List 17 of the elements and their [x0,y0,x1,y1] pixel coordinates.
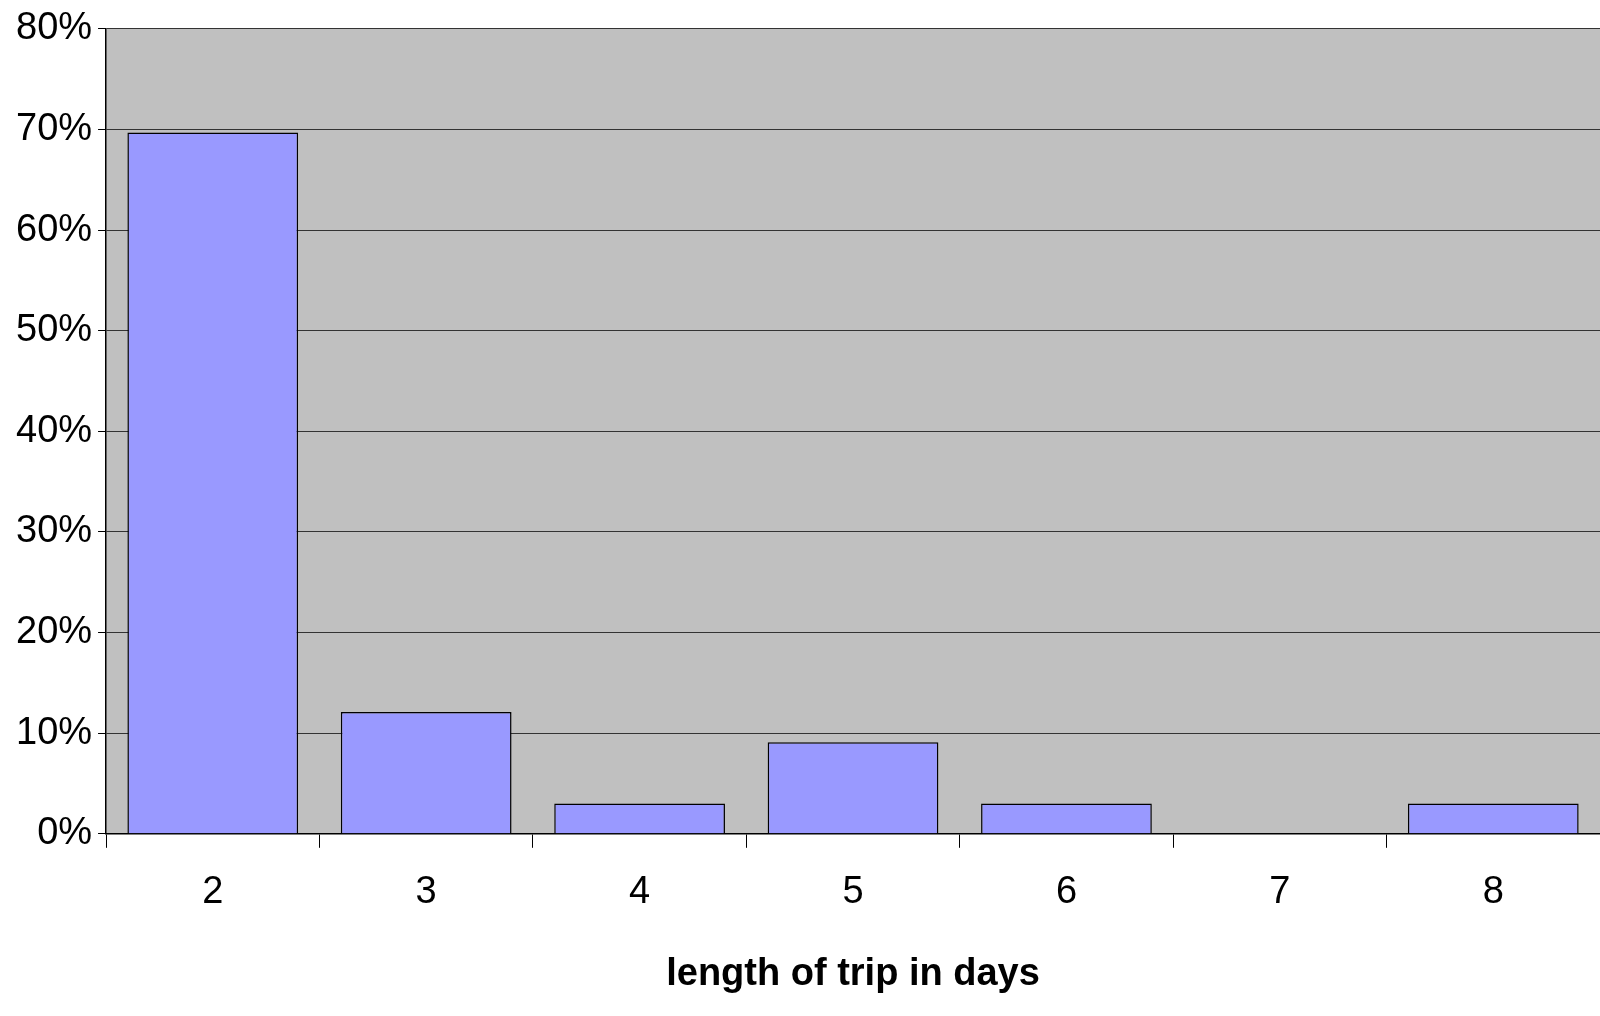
x-tick-label: 7 [1269,869,1291,912]
y-tick-label: 80% [15,5,93,48]
y-tick-label: 20% [15,609,93,652]
y-tick-label: 30% [15,508,93,551]
x-tick-label: 4 [629,869,651,912]
x-axis-title: length of trip in days [666,950,1040,993]
x-tick-label: 5 [842,869,864,912]
x-tick-label: 8 [1482,869,1504,912]
y-tick-label: 40% [15,407,93,450]
y-tick-label: 0% [37,810,93,853]
y-tick-label: 70% [15,105,93,148]
x-tick-label: 6 [1055,869,1078,912]
y-tick-label: 60% [15,206,93,249]
y-tick-label: 50% [15,307,93,350]
y-tick-label: 10% [15,709,93,752]
x-tick-label: 2 [202,869,224,912]
x-tick-label: 3 [415,869,437,912]
